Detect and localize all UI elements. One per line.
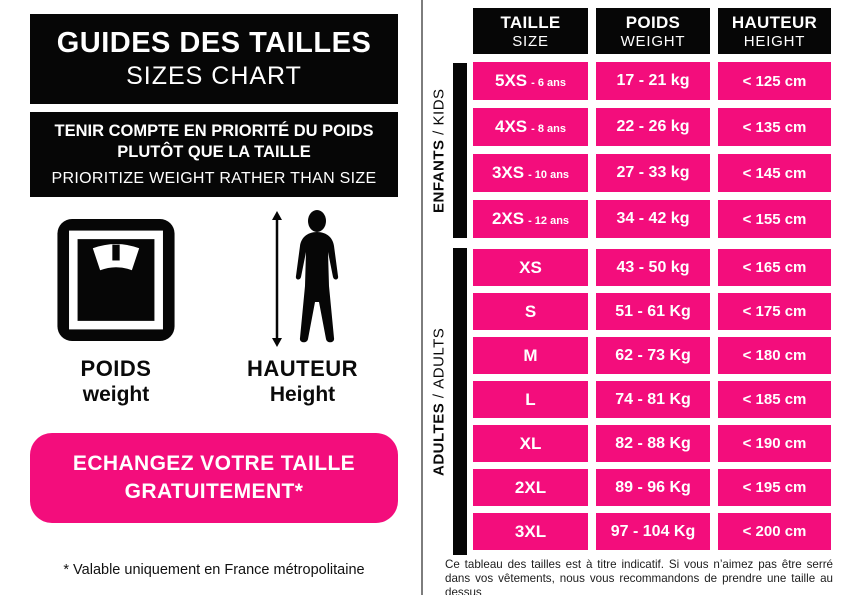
height-cell: < 175 cm <box>718 293 831 330</box>
weight-cell: 97 - 104 Kg <box>596 513 710 550</box>
notice-block: TENIR COMPTE EN PRIORITÉ DU POIDS PLUTÔT… <box>30 112 398 197</box>
footnote: * Valable uniquement en France métropoli… <box>63 562 365 578</box>
adults-group-label: ADULTES / ADULTS <box>430 327 448 476</box>
size-cell: S <box>473 293 588 330</box>
table-row: 4XS - 8 ans 22 - 26 kg < 135 cm <box>473 108 831 146</box>
table-row: 3XL 97 - 104 Kg < 200 cm <box>473 513 831 550</box>
weight-cell: 34 - 42 kg <box>596 200 710 238</box>
weight-scale-icon <box>55 216 177 344</box>
table-row: 5XS - 6 ans 17 - 21 kg < 125 cm <box>473 62 831 100</box>
height-cell: < 190 cm <box>718 425 831 462</box>
kids-rows: 5XS - 6 ans 17 - 21 kg < 125 cm 4XS - 8 an… <box>473 62 831 238</box>
size-cell: 5XS - 6 ans <box>473 62 588 100</box>
table-row: 2XL 89 - 96 Kg < 195 cm <box>473 469 831 506</box>
header-weight: POIDS WEIGHT <box>596 8 710 54</box>
weight-cell: 43 - 50 kg <box>596 249 710 286</box>
page-title-fr: GUIDES DES TAILLES <box>56 27 372 60</box>
height-cell: < 135 cm <box>718 108 831 146</box>
banner-line1: ECHANGEZ VOTRE TAILLE <box>72 451 356 475</box>
height-cell: < 125 cm <box>718 62 831 100</box>
table-row: S 51 - 61 Kg < 175 cm <box>473 293 831 330</box>
vertical-divider <box>421 0 423 595</box>
table-row: XS 43 - 50 kg < 165 cm <box>473 249 831 286</box>
weight-cell: 89 - 96 Kg <box>596 469 710 506</box>
kids-group-label: ENFANTS / KIDS <box>430 88 448 213</box>
notice-fr-line2: PLUTÔT QUE LA TAILLE <box>117 143 311 161</box>
weight-caption: POIDS weight <box>43 356 189 408</box>
weight-cell: 51 - 61 Kg <box>596 293 710 330</box>
height-cell: < 145 cm <box>718 154 831 192</box>
weight-caption-en: weight <box>82 383 150 406</box>
height-caption: HAUTEUR Height <box>235 356 370 408</box>
height-caption-en: Height <box>269 383 336 406</box>
weight-cell: 17 - 21 kg <box>596 62 710 100</box>
adults-rows: XS 43 - 50 kg < 165 cm S 51 - 61 Kg < 17… <box>473 249 831 550</box>
table-row: XL 82 - 88 Kg < 190 cm <box>473 425 831 462</box>
height-cell: < 180 cm <box>718 337 831 374</box>
adults-group-bar <box>453 248 467 555</box>
header-height: HAUTEUR HEIGHT <box>718 8 831 54</box>
size-cell: L <box>473 381 588 418</box>
size-cell: 2XL <box>473 469 588 506</box>
table-row: L 74 - 81 Kg < 185 cm <box>473 381 831 418</box>
title-block: GUIDES DES TAILLES SIZES CHART <box>30 14 398 104</box>
disclaimer-text: Ce tableau des tailles est à titre indic… <box>445 558 833 595</box>
size-cell: M <box>473 337 588 374</box>
notice-fr-line1: TENIR COMPTE EN PRIORITÉ DU POIDS <box>54 122 374 141</box>
table-row: 2XS - 12 ans 34 - 42 kg < 155 cm <box>473 200 831 238</box>
height-cell: < 195 cm <box>718 469 831 506</box>
table-row: M 62 - 73 Kg < 180 cm <box>473 337 831 374</box>
height-cell: < 185 cm <box>718 381 831 418</box>
size-cell: 2XS - 12 ans <box>473 200 588 238</box>
height-cell: < 165 cm <box>718 249 831 286</box>
weight-cell: 62 - 73 Kg <box>596 337 710 374</box>
height-cell: < 155 cm <box>718 200 831 238</box>
size-table: TAILLE SIZE POIDS WEIGHT HAUTEUR HEIGHT … <box>473 8 831 550</box>
size-cell: 4XS - 8 ans <box>473 108 588 146</box>
notice-en: PRIORITIZE WEIGHT RATHER THAN SIZE <box>51 169 377 187</box>
free-exchange-banner: ECHANGEZ VOTRE TAILLE GRATUITEMENT* <box>30 433 398 523</box>
weight-cell: 27 - 33 kg <box>596 154 710 192</box>
height-caption-fr: HAUTEUR <box>246 356 359 381</box>
weight-cell: 82 - 88 Kg <box>596 425 710 462</box>
size-cell: 3XL <box>473 513 588 550</box>
weight-cell: 22 - 26 kg <box>596 108 710 146</box>
size-cell: XS <box>473 249 588 286</box>
size-cell: 3XS - 10 ans <box>473 154 588 192</box>
banner-line2: GRATUITEMENT* <box>124 480 304 503</box>
height-cell: < 200 cm <box>718 513 831 550</box>
weight-caption-fr: POIDS <box>80 356 152 381</box>
person-height-icon <box>255 210 350 348</box>
table-row: 3XS - 10 ans 27 - 33 kg < 145 cm <box>473 154 831 192</box>
size-cell: XL <box>473 425 588 462</box>
kids-group-bar <box>453 63 467 238</box>
weight-cell: 74 - 81 Kg <box>596 381 710 418</box>
header-size: TAILLE SIZE <box>473 8 588 54</box>
page-title-en: SIZES CHART <box>126 61 302 90</box>
table-header-row: TAILLE SIZE POIDS WEIGHT HAUTEUR HEIGHT <box>473 8 831 54</box>
